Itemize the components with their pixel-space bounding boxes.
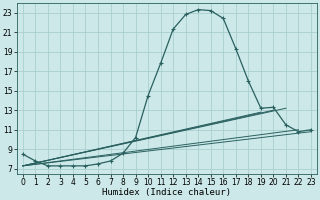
X-axis label: Humidex (Indice chaleur): Humidex (Indice chaleur) <box>102 188 231 197</box>
